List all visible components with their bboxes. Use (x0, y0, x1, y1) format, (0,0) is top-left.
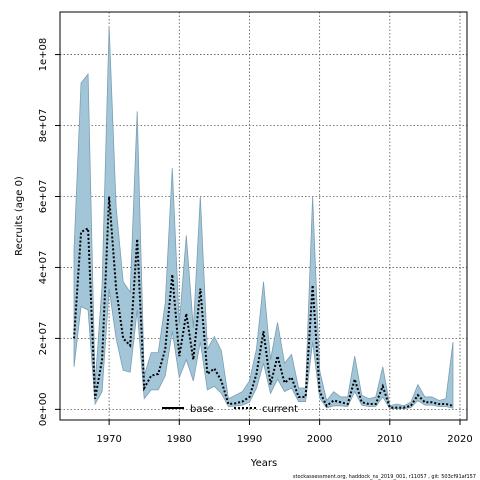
y-tick-label: 4e+07 (38, 251, 49, 285)
x-tick-label: 2020 (447, 434, 472, 445)
y-axis: 0e+00 2e+07 4e+07 6e+07 8e+07 1e+08 (38, 38, 60, 426)
series-current-line (73, 196, 454, 409)
confidence-band-area (73, 26, 454, 410)
footnote: stockassessment.org, haddock_ns_2019_001… (293, 474, 476, 480)
y-tick-label: 8e+07 (38, 109, 49, 143)
y-tick-label: 1e+08 (38, 38, 49, 72)
x-tick-label: 1970 (96, 434, 121, 445)
plot-frame (59, 11, 468, 421)
y-tick-label: 6e+07 (38, 180, 49, 214)
y-tick-label: 2e+07 (38, 322, 49, 356)
legend-current-label: current (262, 404, 298, 415)
legend: base current (162, 404, 298, 415)
x-axis-title: Years (250, 458, 277, 469)
series-lines (73, 196, 454, 409)
x-tick-label: 1980 (167, 434, 192, 445)
uncertainty-band (73, 26, 454, 410)
y-axis-title: Recruits (age 0) (14, 176, 25, 256)
x-tick-label: 1990 (237, 434, 262, 445)
x-tick-label: 2010 (377, 434, 402, 445)
legend-base-label: base (190, 404, 214, 415)
y-tick-label: 0e+00 (38, 393, 49, 427)
x-tick-label: 2000 (307, 434, 332, 445)
x-axis: 1970 1980 1990 2000 2010 2020 (96, 420, 473, 445)
